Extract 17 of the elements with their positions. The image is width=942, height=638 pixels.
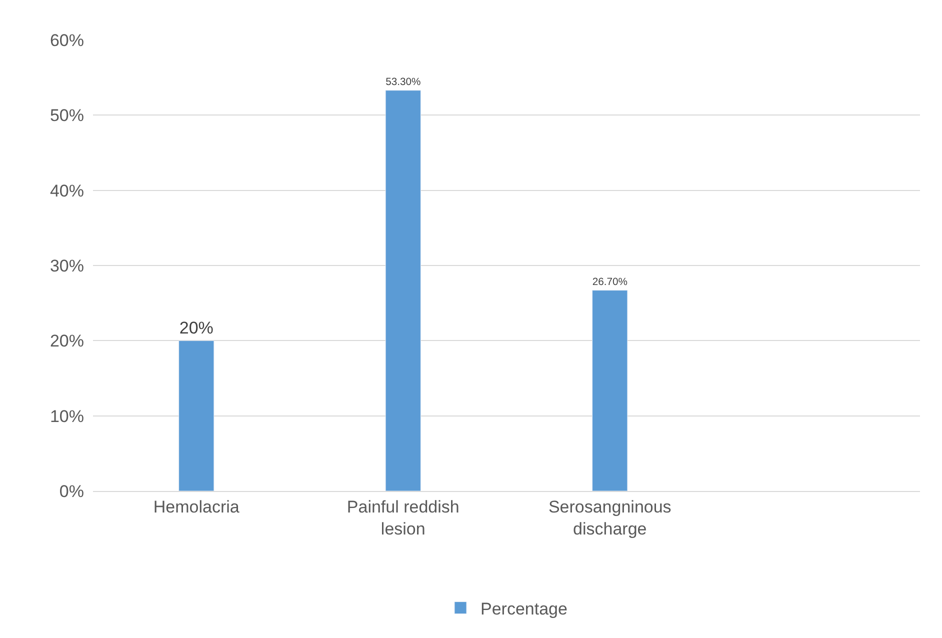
y-tick-label: 10% — [50, 406, 84, 426]
y-tick-label: 50% — [50, 106, 84, 126]
data-label: 20% — [179, 318, 214, 338]
y-tick-label: 60% — [50, 30, 84, 50]
y-tick-label: 20% — [50, 332, 84, 351]
x-tick-label: Painful reddish lesion — [346, 497, 460, 538]
y-tick-label: 40% — [50, 181, 84, 200]
bar — [592, 290, 628, 491]
y-tick-label: 30% — [50, 256, 84, 276]
data-label: 53.30% — [386, 76, 421, 88]
data-label: 26.70% — [592, 276, 628, 288]
x-tick-label: Hemolacria — [153, 497, 240, 516]
bar — [178, 340, 214, 491]
x-tick-label: Serosangninous discharge — [548, 497, 672, 538]
legend-label: Percentage — [480, 599, 568, 618]
y-tick-label: 0% — [59, 482, 84, 501]
bar — [385, 90, 421, 491]
